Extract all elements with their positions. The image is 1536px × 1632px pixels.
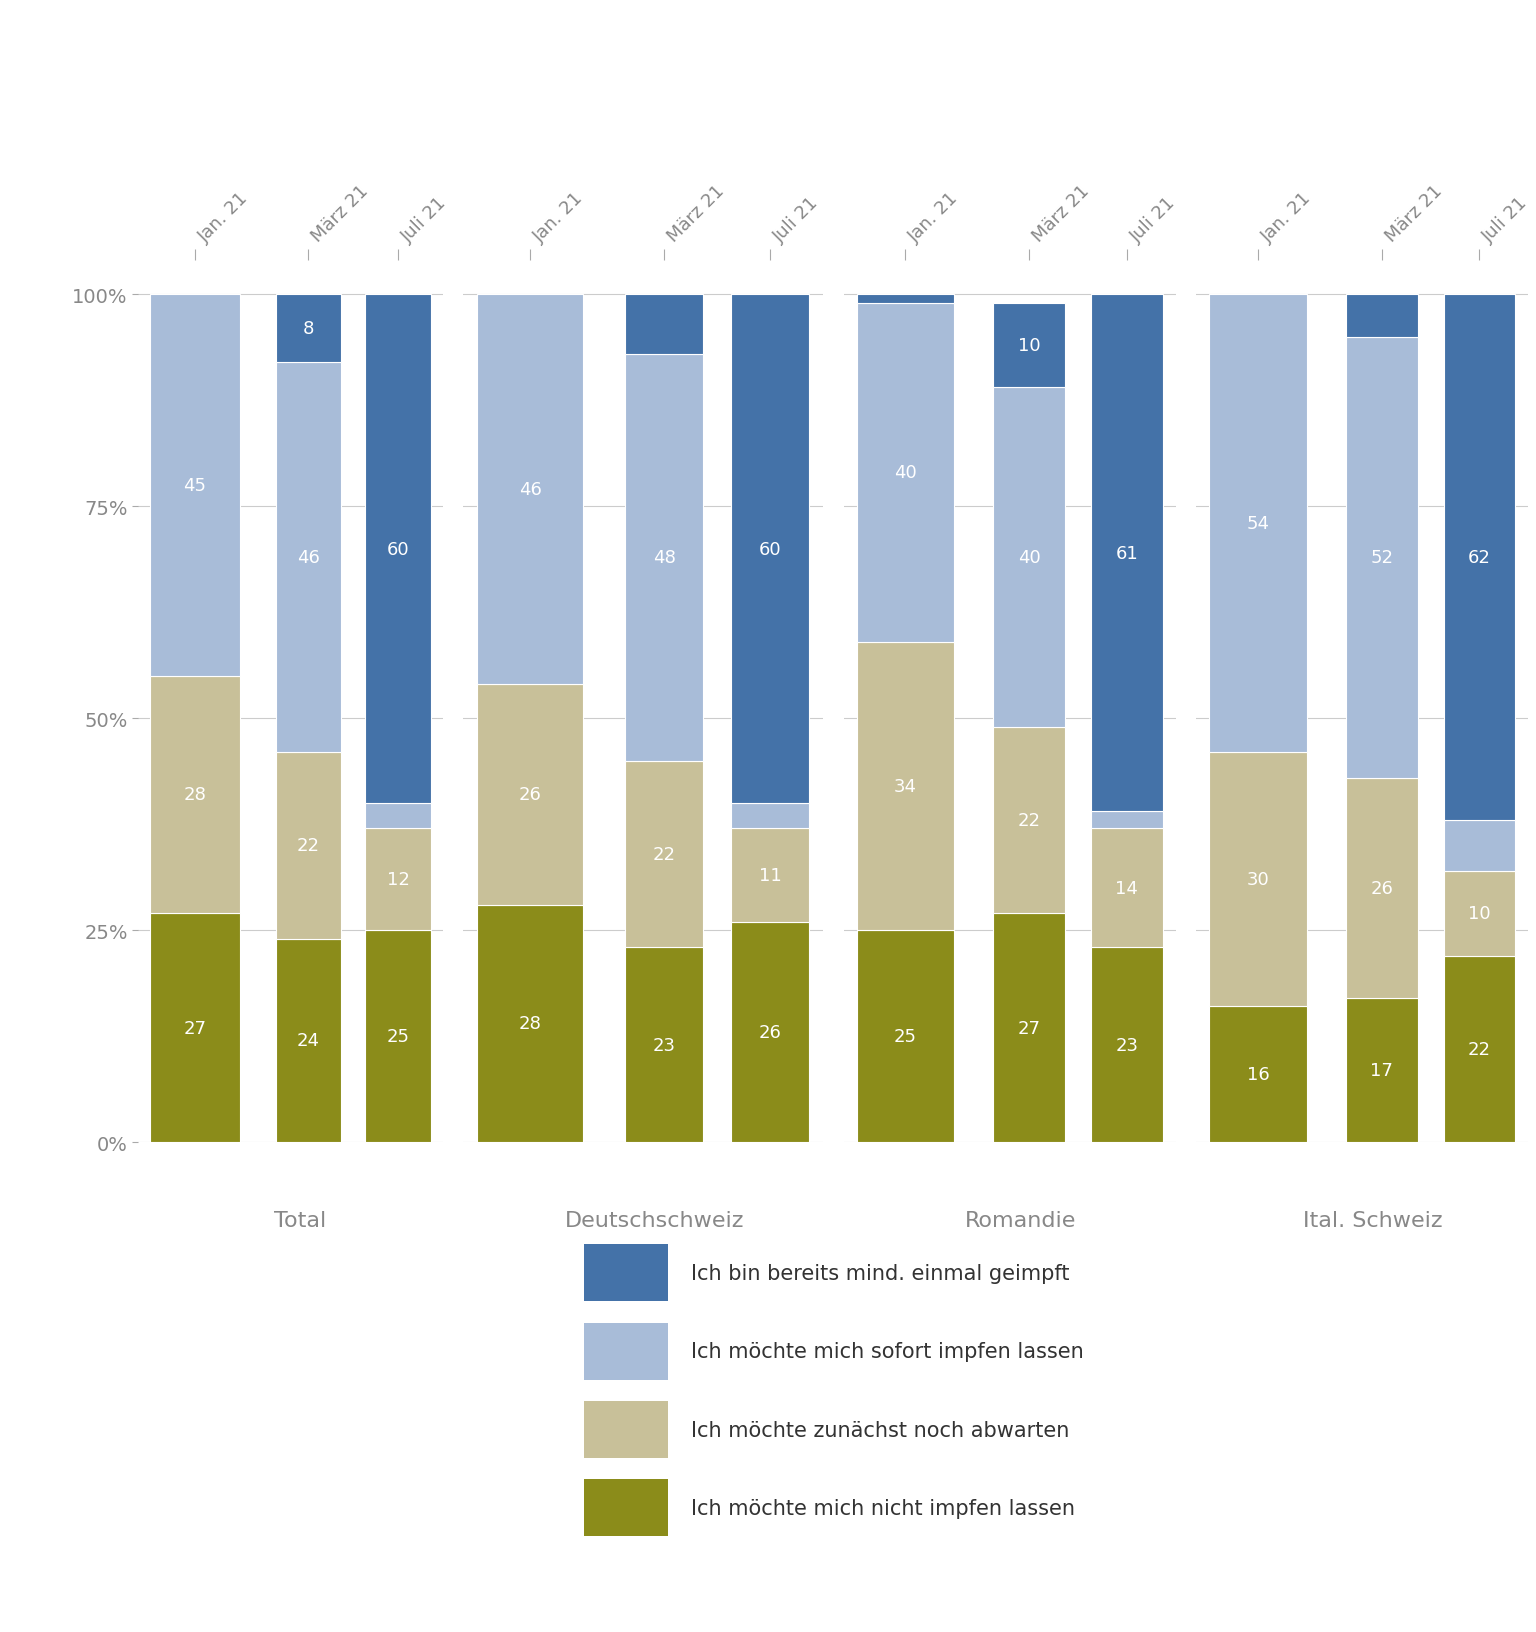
Bar: [478, 295, 584, 685]
Bar: [625, 948, 703, 1142]
Text: 22: 22: [1018, 811, 1040, 829]
Text: 22: 22: [1468, 1040, 1491, 1058]
Bar: [1346, 999, 1418, 1142]
Text: 16: 16: [1247, 1066, 1269, 1084]
Text: Romandie: Romandie: [965, 1211, 1077, 1231]
Text: 10: 10: [1018, 336, 1040, 354]
Bar: [994, 728, 1064, 914]
Bar: [1444, 871, 1516, 956]
Bar: [1091, 948, 1163, 1142]
Text: 30: 30: [1247, 871, 1269, 889]
Text: 12: 12: [387, 871, 410, 889]
Text: 8: 8: [303, 320, 313, 338]
Text: 25: 25: [387, 1028, 410, 1046]
Text: 62: 62: [1468, 548, 1491, 566]
Text: Deutschschweiz: Deutschschweiz: [565, 1211, 745, 1231]
Text: 27: 27: [183, 1018, 206, 1036]
Bar: [1091, 295, 1163, 811]
Bar: [151, 295, 240, 676]
Bar: [625, 354, 703, 761]
Bar: [625, 295, 703, 354]
Text: 46: 46: [296, 548, 319, 566]
Text: 17: 17: [1370, 1061, 1393, 1079]
Bar: [366, 829, 430, 930]
Bar: [1091, 811, 1163, 829]
Bar: [994, 914, 1064, 1142]
Bar: [857, 295, 954, 304]
Text: 26: 26: [759, 1023, 782, 1041]
Text: 34: 34: [894, 777, 917, 795]
Text: 60: 60: [387, 540, 409, 558]
Bar: [366, 930, 430, 1142]
Bar: [151, 676, 240, 914]
Bar: [275, 362, 341, 752]
Bar: [857, 304, 954, 643]
Bar: [731, 295, 809, 803]
Bar: [1209, 752, 1307, 1007]
Text: 22: 22: [296, 837, 319, 855]
Text: 23: 23: [653, 1036, 676, 1054]
Bar: [478, 685, 584, 906]
Bar: [1444, 956, 1516, 1142]
Bar: [731, 803, 809, 829]
Bar: [625, 761, 703, 948]
Bar: [275, 752, 341, 938]
Bar: [994, 388, 1064, 728]
Text: 52: 52: [1370, 548, 1393, 566]
Text: 45: 45: [183, 477, 206, 494]
Bar: [478, 906, 584, 1142]
Bar: [1346, 778, 1418, 999]
Text: 11: 11: [759, 867, 782, 885]
Text: 46: 46: [519, 481, 542, 499]
Text: 40: 40: [1018, 548, 1040, 566]
Bar: [857, 930, 954, 1142]
Text: 23: 23: [1115, 1036, 1138, 1054]
Bar: [994, 304, 1064, 388]
Bar: [1346, 338, 1418, 778]
Text: 48: 48: [653, 548, 676, 566]
Text: Ich bin bereits mind. einmal geimpft: Ich bin bereits mind. einmal geimpft: [691, 1263, 1069, 1283]
Text: Ich möchte zunächst noch abwarten: Ich möchte zunächst noch abwarten: [691, 1420, 1069, 1439]
Text: 10: 10: [1468, 904, 1491, 922]
Text: 14: 14: [1115, 880, 1138, 898]
Text: 61: 61: [1115, 545, 1138, 563]
Bar: [1209, 295, 1307, 752]
Bar: [1346, 295, 1418, 338]
Bar: [275, 295, 341, 362]
Bar: [1091, 829, 1163, 948]
Text: 28: 28: [183, 787, 206, 805]
Bar: [151, 914, 240, 1142]
Text: 26: 26: [519, 787, 542, 805]
Text: 54: 54: [1247, 514, 1270, 532]
Text: Ich möchte mich sofort impfen lassen: Ich möchte mich sofort impfen lassen: [691, 1342, 1084, 1361]
Bar: [366, 295, 430, 803]
Bar: [857, 643, 954, 930]
Text: 22: 22: [653, 845, 676, 863]
Text: 40: 40: [894, 463, 917, 481]
Bar: [1444, 821, 1516, 871]
Bar: [731, 829, 809, 922]
Bar: [731, 922, 809, 1142]
Text: 27: 27: [1018, 1018, 1040, 1036]
Text: 24: 24: [296, 1031, 319, 1049]
Text: Ich möchte mich nicht impfen lassen: Ich möchte mich nicht impfen lassen: [691, 1498, 1075, 1518]
Text: Total: Total: [275, 1211, 327, 1231]
Text: 28: 28: [519, 1015, 542, 1033]
Text: Ital. Schweiz: Ital. Schweiz: [1303, 1211, 1442, 1231]
Bar: [1209, 1007, 1307, 1142]
Bar: [275, 938, 341, 1142]
Bar: [1444, 295, 1516, 821]
Bar: [366, 803, 430, 829]
Text: 60: 60: [759, 540, 782, 558]
Text: 26: 26: [1370, 880, 1393, 898]
Text: 25: 25: [894, 1028, 917, 1046]
